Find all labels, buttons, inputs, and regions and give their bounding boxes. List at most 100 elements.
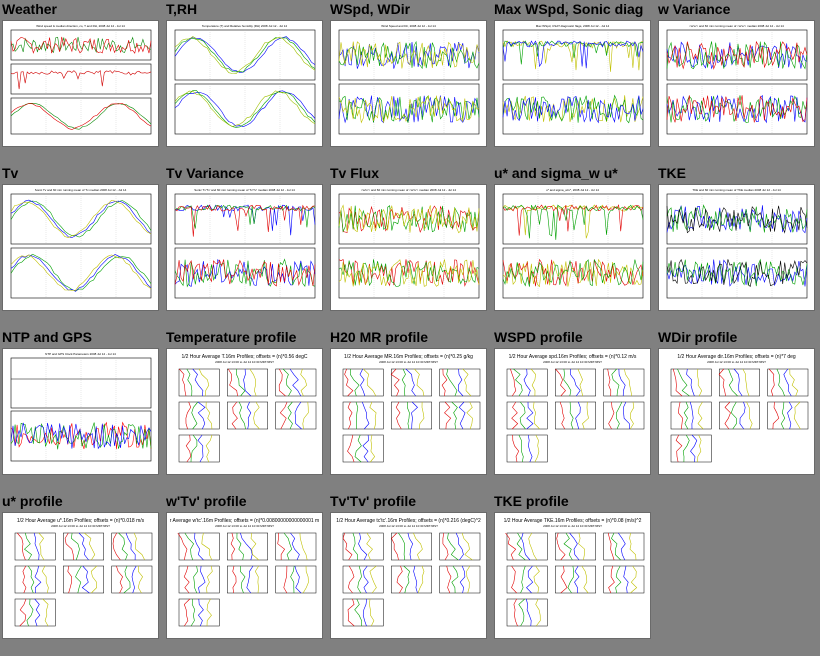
plot-thumbnail-wspd-profile[interactable]: 1/2 Hour Average spd.16m Profiles; offse…: [494, 348, 651, 475]
plot-caption: TKE and 60 min running mean of TKE media…: [692, 188, 781, 192]
plot-cell-w-tv-profile: w'Tv' profile r Average w'tc'.16m Profile…: [164, 492, 324, 652]
plot-caption: <w'tv'> and 60 min running mean of <w'tv…: [361, 188, 456, 192]
plot-cell-tv: Tv Sonic Tv and 60 min running mean of Tv…: [0, 164, 160, 324]
plot-subcaption: 2008 Jul 12 13:00 to Jul 14 10:30 MDT/MS…: [543, 524, 602, 528]
plot-thumbnail-w-tv-profile[interactable]: r Average w'tc'.16m Profiles; offsets = …: [166, 512, 323, 639]
plot-image: 1/2 Hour Average dir.16m Profiles; offse…: [670, 354, 809, 463]
plot-image: Wind Speed and Dir, 2008 Jul 12 - Jul 14: [338, 24, 480, 135]
plot-title-link[interactable]: u* and sigma_w u*: [494, 165, 618, 181]
plot-subcaption: 2008 Jul 12 13:00 to Jul 14 10:30 MDT/MS…: [379, 360, 438, 364]
plot-image: 1/2 Hour Average spd.16m Profiles; offse…: [506, 354, 645, 463]
plot-title-link[interactable]: WSPD profile: [494, 329, 583, 345]
plot-caption: 1/2 Hour Average u*.16m Profiles; offset…: [17, 518, 145, 524]
plot-thumbnail-tv-flux[interactable]: <w'tv'> and 60 min running mean of <w'tv…: [330, 184, 487, 311]
plot-cell-h20-mr-profile: H20 MR profile 1/2 Hour Average MR.16m Pr…: [328, 328, 488, 488]
plot-cell-tke: TKE TKE and 60 min running mean of TKE me…: [656, 164, 816, 324]
plot-caption: Max WSpd, CSAT diagnostic flags, 2008 Ju…: [536, 24, 610, 28]
plot-subcaption: 2008 Jul 12 13:00 to Jul 14 10:30 MDT/MS…: [215, 524, 274, 528]
plot-cell-u-and-sigma-w-u: u* and sigma_w u* u* and sigma_w/u*, 2008…: [492, 164, 652, 324]
plot-cell-tke-profile: TKE profile 1/2 Hour Average TKE.16m Prof…: [492, 492, 652, 652]
plot-title-link[interactable]: Tv'Tv' profile: [330, 493, 417, 509]
plot-image: 1/2 Hour Average tc'tc'.16m Profiles; of…: [336, 518, 481, 627]
plot-cell-weather: Weather Wind speed & median direction, co…: [0, 0, 160, 160]
plot-title-link[interactable]: Tv Flux: [330, 165, 380, 181]
plot-image: Sonic Tv'Tv' and 60 min running mean of …: [174, 188, 316, 299]
plot-caption: u* and sigma_w/u*, 2008 Jul 12 - Jul 14: [546, 188, 599, 192]
plot-subcaption: 2008 Jul 12 13:00 to Jul 14 10:30 MDT/MS…: [215, 360, 274, 364]
plot-image: 1/2 Hour Average u*.16m Profiles; offset…: [14, 518, 153, 627]
plot-thumbnail-w-variance[interactable]: <w'w'> and 60 min running mean of <w'w'>…: [658, 20, 815, 147]
plot-caption: 1/2 Hour Average spd.16m Profiles; offse…: [509, 354, 637, 360]
plot-thumbnail-tv[interactable]: Sonic Tv and 60 min running mean of Tv m…: [2, 184, 159, 311]
plot-title-link[interactable]: T,RH: [166, 1, 198, 17]
plot-title-link[interactable]: TKE: [658, 165, 686, 181]
plot-caption: Temperature (T) and Relative humidity (R…: [202, 24, 288, 28]
plot-image: <w'w'> and 60 min running mean of <w'w'>…: [666, 24, 808, 135]
plot-thumbnail-tv-variance[interactable]: Sonic Tv'Tv' and 60 min running mean of …: [166, 184, 323, 311]
plot-caption: Wind Speed and Dir, 2008 Jul 12 - Jul 14: [381, 24, 436, 28]
plot-cell-u-profile: u* profile 1/2 Hour Average u*.16m Profil…: [0, 492, 160, 652]
plot-caption: Sonic Tv and 60 min running mean of Tv m…: [35, 188, 127, 192]
plot-title-link[interactable]: Max WSpd, Sonic diag: [494, 1, 644, 17]
plot-thumbnail-wspd-wdir[interactable]: Wind Speed and Dir, 2008 Jul 12 - Jul 14: [330, 20, 487, 147]
plot-title-link[interactable]: Weather: [2, 1, 57, 17]
plot-image: 1/2 Hour Average T.16m Profiles; offsets…: [178, 354, 317, 463]
plot-thumbnail-tke[interactable]: TKE and 60 min running mean of TKE media…: [658, 184, 815, 311]
plot-caption: NTP and GPS Clock Parameters 2008 Jul 12…: [45, 352, 116, 356]
plot-thumbnail-u-and-sigma-w-u[interactable]: u* and sigma_w/u*, 2008 Jul 12 - Jul 14: [494, 184, 651, 311]
plot-image: r Average w'tc'.16m Profiles; offsets = …: [170, 518, 319, 627]
plot-image: Temperature (T) and Relative humidity (R…: [174, 24, 316, 135]
plot-cell-max-wspd-sonic-diag: Max WSpd, Sonic diag Max WSpd, CSAT diagn…: [492, 0, 652, 160]
plot-cell-ntp-and-gps: NTP and GPS NTP and GPS Clock Parameters …: [0, 328, 160, 488]
plot-thumbnail-h20-mr-profile[interactable]: 1/2 Hour Average MR.16m Profiles; offset…: [330, 348, 487, 475]
plot-caption: 1/2 Hour Average TKE.16m Profiles; offse…: [504, 518, 642, 524]
plot-image: u* and sigma_w/u*, 2008 Jul 12 - Jul 14: [502, 188, 644, 299]
plot-thumbnail-temperature-profile[interactable]: 1/2 Hour Average T.16m Profiles; offsets…: [166, 348, 323, 475]
plot-cell-wspd-wdir: WSpd, WDir Wind Speed and Dir, 2008 Jul 1…: [328, 0, 488, 160]
plot-thumbnail-max-wspd-sonic-diag[interactable]: Max WSpd, CSAT diagnostic flags, 2008 Ju…: [494, 20, 651, 147]
plot-cell-tv-variance: Tv Variance Sonic Tv'Tv' and 60 min runni…: [164, 164, 324, 324]
plot-image: Max WSpd, CSAT diagnostic flags, 2008 Ju…: [502, 24, 644, 135]
plot-title-link[interactable]: Tv Variance: [166, 165, 244, 181]
plot-image: 1/2 Hour Average TKE.16m Profiles; offse…: [504, 518, 645, 627]
plot-caption: 1/2 Hour Average dir.16m Profiles; offse…: [677, 354, 796, 360]
plot-subcaption: 2008 Jul 12 13:00 to Jul 14 10:30 MDT/MS…: [543, 360, 602, 364]
plot-caption: Wind speed & median direction, co, T and…: [36, 24, 125, 28]
plot-title-link[interactable]: TKE profile: [494, 493, 569, 509]
plot-title-link[interactable]: Tv: [2, 165, 19, 181]
plot-image: 1/2 Hour Average MR.16m Profiles; offset…: [342, 354, 481, 463]
plot-title-link[interactable]: w'Tv' profile: [166, 493, 247, 509]
plot-cell-w-variance: w Variance <w'w'> and 60 min running mean…: [656, 0, 816, 160]
plot-image: <w'tv'> and 60 min running mean of <w'tv…: [338, 188, 480, 299]
plot-caption: r Average w'tc'.16m Profiles; offsets = …: [170, 518, 319, 524]
plot-title-link[interactable]: NTP and GPS: [2, 329, 92, 345]
plot-title-link[interactable]: u* profile: [2, 493, 63, 509]
plot-subcaption: 2008 Jul 12 13:00 to Jul 14 10:30 MDT/MS…: [707, 360, 766, 364]
plot-caption: 1/2 Hour Average T.16m Profiles; offsets…: [181, 354, 307, 360]
plot-thumbnail-weather[interactable]: Wind speed & median direction, co, T and…: [2, 20, 159, 147]
plot-cell-temperature-profile: Temperature profile 1/2 Hour Average T.16…: [164, 328, 324, 488]
plot-cell-wspd-profile: WSPD profile 1/2 Hour Average spd.16m Pro…: [492, 328, 652, 488]
plot-thumbnail-wdir-profile[interactable]: 1/2 Hour Average dir.16m Profiles; offse…: [658, 348, 815, 475]
plot-title-link[interactable]: w Variance: [658, 1, 731, 17]
plot-title-link[interactable]: H20 MR profile: [330, 329, 429, 345]
plot-thumbnail-tv-tv-profile[interactable]: 1/2 Hour Average tc'tc'.16m Profiles; of…: [330, 512, 487, 639]
plot-image: Wind speed & median direction, co, T and…: [10, 24, 152, 135]
plot-thumbnail-ntp-and-gps[interactable]: NTP and GPS Clock Parameters 2008 Jul 12…: [2, 348, 159, 475]
plot-cell-tv-flux: Tv Flux <w'tv'> and 60 min running mean o…: [328, 164, 488, 324]
plot-thumbnail-tke-profile[interactable]: 1/2 Hour Average TKE.16m Profiles; offse…: [494, 512, 651, 639]
plot-subcaption: 2008 Jul 12 13:00 to Jul 14 10:30 MDT/MS…: [379, 524, 438, 528]
plot-cell-tv-tv-profile: Tv'Tv' profile 1/2 Hour Average tc'tc'.16…: [328, 492, 488, 652]
plot-cell-t-rh: T,RH Temperature (T) and Relative humidit…: [164, 0, 324, 160]
plot-caption: Sonic Tv'Tv' and 60 min running mean of …: [194, 188, 295, 192]
plot-thumbnail-u-profile[interactable]: 1/2 Hour Average u*.16m Profiles; offset…: [2, 512, 159, 639]
plot-title-link[interactable]: Temperature profile: [166, 329, 297, 345]
plot-thumbnail-t-rh[interactable]: Temperature (T) and Relative humidity (R…: [166, 20, 323, 147]
plot-title-link[interactable]: WSpd, WDir: [330, 1, 411, 17]
plot-title-link[interactable]: WDir profile: [658, 329, 738, 345]
plot-image: TKE and 60 min running mean of TKE media…: [666, 188, 808, 299]
plot-caption: 1/2 Hour Average MR.16m Profiles; offset…: [344, 354, 473, 360]
plot-caption: 1/2 Hour Average tc'tc'.16m Profiles; of…: [336, 518, 481, 524]
plot-subcaption: 2008 Jul 12 13:00 to Jul 14 10:30 MDT/MS…: [51, 524, 110, 528]
plot-cell-wdir-profile: WDir profile 1/2 Hour Average dir.16m Pro…: [656, 328, 816, 488]
